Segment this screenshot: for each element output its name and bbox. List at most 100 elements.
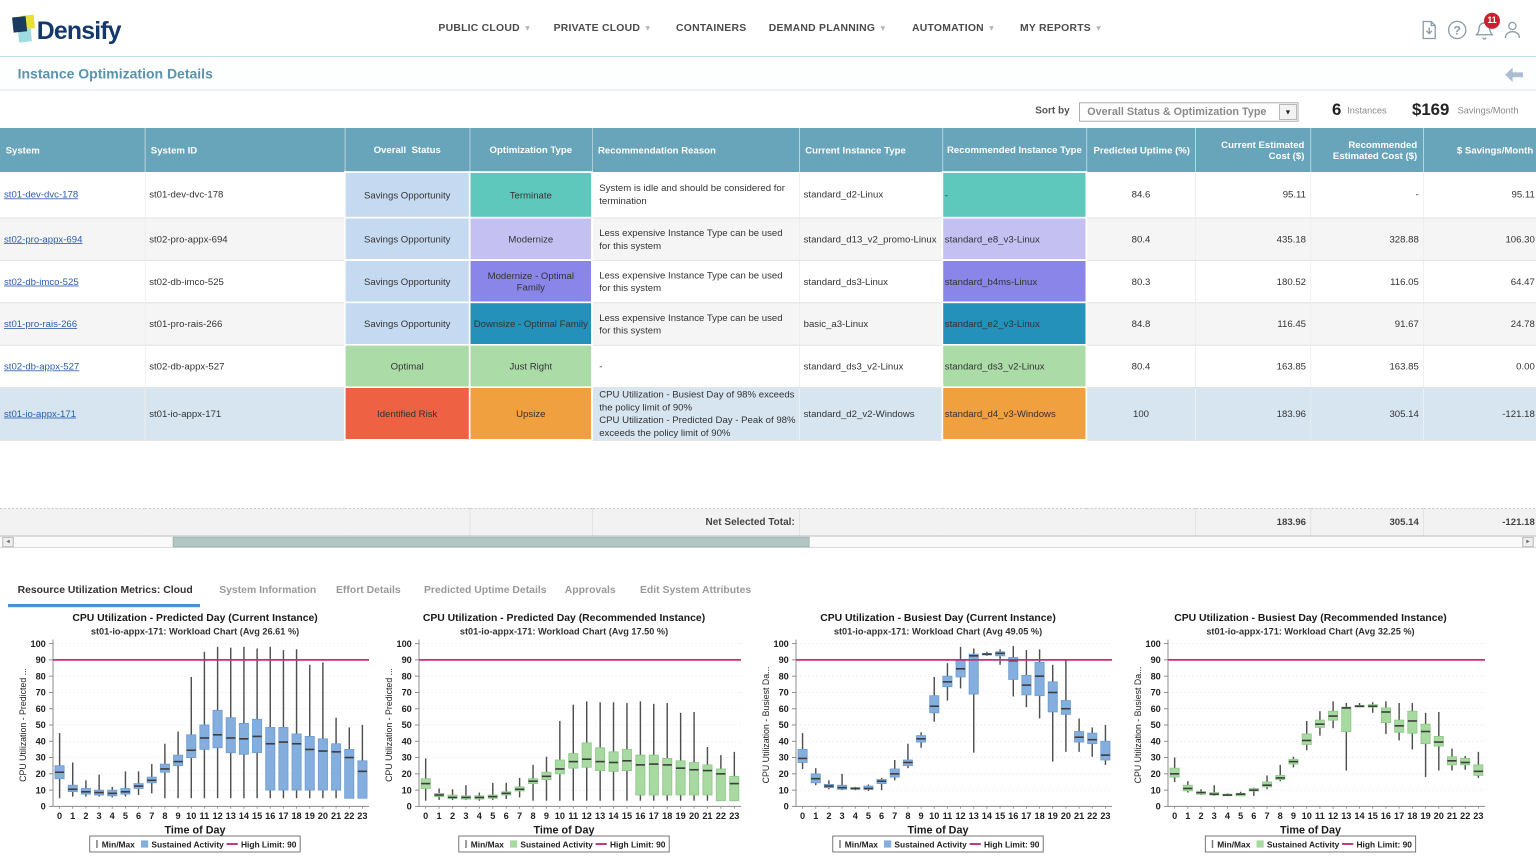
svg-text:6: 6 [136,811,141,821]
svg-text:13: 13 [1341,811,1351,821]
svg-text:20: 20 [318,811,328,821]
svg-text:CPU Utilization - Busiest Da..: CPU Utilization - Busiest Da... [761,667,771,784]
svg-text:0: 0 [784,802,789,812]
svg-text:18: 18 [662,811,672,821]
svg-text:60: 60 [36,704,46,714]
svg-text:70: 70 [36,688,46,698]
svg-text:90: 90 [36,655,46,665]
svg-text:Min/Max: Min/Max [845,840,878,850]
svg-text:0: 0 [1156,802,1161,812]
svg-text:21: 21 [331,811,341,821]
svg-text:Sustained Activity: Sustained Activity [894,840,967,850]
svg-text:8: 8 [530,811,535,821]
svg-text:0: 0 [1172,811,1177,821]
svg-text:20: 20 [1061,811,1071,821]
svg-text:5: 5 [1238,811,1243,821]
svg-text:10: 10 [1151,785,1161,795]
svg-text:13: 13 [595,811,605,821]
svg-text:50: 50 [1151,720,1161,730]
svg-text:23: 23 [1100,811,1110,821]
svg-text:80: 80 [1151,671,1161,681]
svg-text:22: 22 [716,811,726,821]
svg-text:8: 8 [162,811,167,821]
svg-text:12: 12 [212,811,222,821]
svg-text:Time of Day: Time of Day [1280,825,1341,837]
svg-text:Min/Max: Min/Max [1217,840,1250,850]
svg-text:0: 0 [41,802,46,812]
svg-text:1: 1 [70,811,75,821]
svg-text:0: 0 [57,811,62,821]
svg-text:18: 18 [291,811,301,821]
svg-text:23: 23 [729,811,739,821]
svg-text:10: 10 [555,811,565,821]
svg-text:18: 18 [1034,811,1044,821]
svg-text:Sustained Activity: Sustained Activity [151,840,224,850]
svg-text:3: 3 [1212,811,1217,821]
svg-text:3: 3 [463,811,468,821]
svg-text:High Limit: 90: High Limit: 90 [610,840,666,850]
svg-text:23: 23 [1473,811,1483,821]
svg-text:Min/Max: Min/Max [471,840,504,850]
svg-text:30: 30 [1151,753,1161,763]
svg-text:60: 60 [402,704,412,714]
svg-text:4: 4 [853,811,859,821]
svg-text:18: 18 [1407,811,1417,821]
svg-text:0: 0 [407,802,412,812]
svg-text:Densify: Densify [37,18,122,45]
svg-text:40: 40 [36,736,46,746]
svg-text:15: 15 [1368,811,1378,821]
svg-text:70: 70 [779,688,789,698]
svg-text:8: 8 [905,811,910,821]
svg-text:23: 23 [357,811,367,821]
svg-text:CPU Utilization - Predicted Da: CPU Utilization - Predicted Day (Current… [72,613,317,624]
svg-text:CPU Utilization - Predicted ..: CPU Utilization - Predicted ... [18,668,28,782]
svg-text:CPU Utilization - Busiest Day: CPU Utilization - Busiest Day (Recommend… [1174,613,1447,624]
svg-text:19: 19 [676,811,686,821]
svg-text:Min/Max: Min/Max [102,840,135,850]
svg-text:12: 12 [1328,811,1338,821]
svg-text:4: 4 [1225,811,1231,821]
svg-text:19: 19 [1048,811,1058,821]
svg-text:6: 6 [1251,811,1256,821]
svg-text:11: 11 [943,811,953,821]
svg-text:2: 2 [450,811,455,821]
svg-text:21: 21 [1074,811,1084,821]
svg-text:11: 11 [568,811,578,821]
svg-text:40: 40 [1151,736,1161,746]
svg-text:90: 90 [402,655,412,665]
svg-text:80: 80 [36,671,46,681]
svg-text:19: 19 [305,811,315,821]
svg-text:7: 7 [1264,811,1269,821]
svg-text:50: 50 [36,720,46,730]
svg-text:10: 10 [186,811,196,821]
svg-text:30: 30 [779,753,789,763]
svg-text:7: 7 [517,811,522,821]
svg-text:6: 6 [879,811,884,821]
svg-text:CPU Utilization - Predicted ..: CPU Utilization - Predicted ... [384,668,394,782]
svg-text:15: 15 [252,811,262,821]
svg-text:16: 16 [635,811,645,821]
svg-text:11: 11 [1315,811,1325,821]
svg-text:14: 14 [1354,811,1365,821]
svg-text:20: 20 [779,769,789,779]
svg-text:30: 30 [402,753,412,763]
svg-text:14: 14 [982,811,993,821]
svg-text:13: 13 [969,811,979,821]
svg-text:Time of Day: Time of Day [165,825,226,837]
svg-text:High Limit: 90: High Limit: 90 [1356,840,1412,850]
svg-text:50: 50 [402,720,412,730]
svg-text:17: 17 [1394,811,1404,821]
svg-text:50: 50 [779,720,789,730]
svg-text:7: 7 [892,811,897,821]
svg-text:st01-io-appx-171: Workload Cha: st01-io-appx-171: Workload Chart (Avg 32… [1206,626,1414,636]
svg-text:5: 5 [866,811,871,821]
svg-text:9: 9 [1291,811,1296,821]
svg-text:Sustained Activity: Sustained Activity [1267,840,1340,850]
svg-text:1: 1 [813,811,818,821]
svg-text:70: 70 [1151,688,1161,698]
svg-text:30: 30 [36,753,46,763]
svg-text:15: 15 [622,811,632,821]
svg-text:22: 22 [1087,811,1097,821]
svg-text:High Limit: 90: High Limit: 90 [984,840,1040,850]
svg-text:2: 2 [83,811,88,821]
